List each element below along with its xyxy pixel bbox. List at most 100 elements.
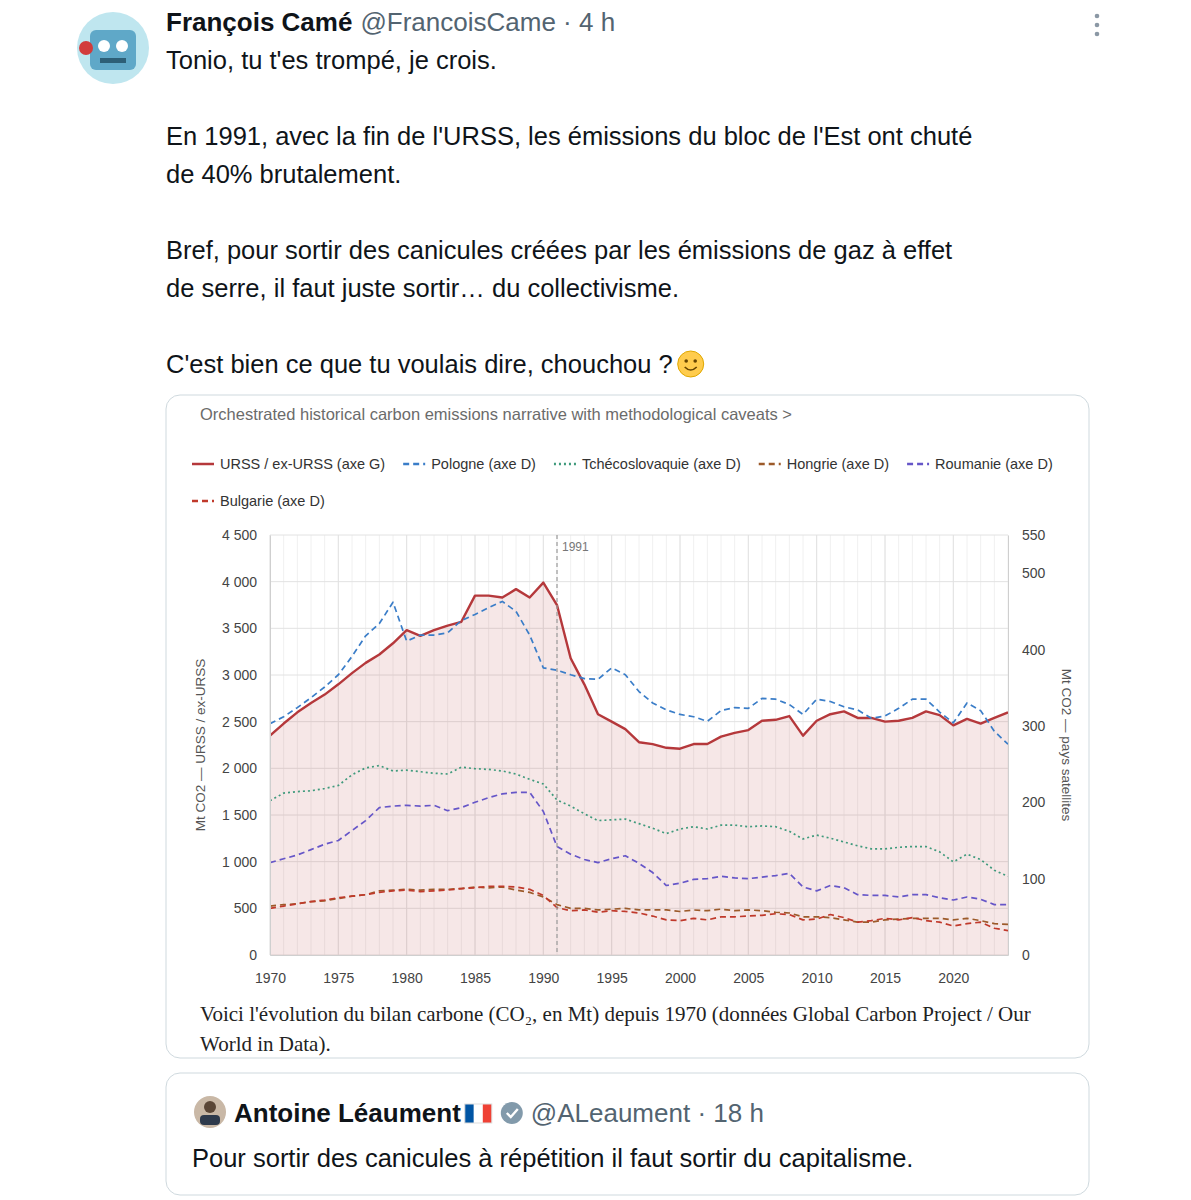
series-line [270,792,1008,904]
post-text: Tonio, tu t'es trompé, je crois. [166,46,497,74]
tick-label: 300 [1022,718,1046,734]
tick: 2000 [665,955,696,986]
flag [465,1104,492,1123]
author-name: François Camé [166,7,352,37]
legend-label: URSS / ex-URSS (axe G) [220,456,385,472]
emoji-mouth [685,367,697,370]
tick-label: 2015 [870,970,901,986]
grid-line [270,581,1008,582]
tick-label: 2 500 [222,714,257,730]
series-line [270,583,1008,749]
tick: 1 500 [222,807,270,823]
legend-swatch [192,463,214,466]
avatar-bg [194,1096,226,1128]
tick-label: 1990 [528,970,559,986]
avatar-eye [116,40,128,52]
tick: 2015 [870,955,901,986]
axis: 0100200300400500550 [1008,527,1046,963]
avatar-bg [77,12,149,84]
tick-label: 550 [1022,527,1046,543]
axis-line [1008,536,1009,956]
more-dot [1095,14,1100,19]
emoji-eye [693,359,697,363]
tick: 0 [1008,947,1030,963]
grid-line [270,535,271,955]
legend-label: Pologne (axe D) [431,456,536,472]
tick-label: 3 500 [222,620,257,636]
tick-label: 200 [1022,794,1046,810]
post-text: C'est bien ce que tu voulais dire, chouc… [166,350,673,378]
grid-line [270,535,1008,536]
axis: 05001 0001 5002 0002 5003 0003 5004 0004… [222,527,271,963]
tick: 1970 [255,955,286,986]
legend-item: Tchécoslovaquie (axe D) [554,456,741,472]
tick-label: 2000 [665,970,696,986]
tick-label: 2010 [802,970,833,986]
tick: 500 [1008,565,1046,581]
avatar-body [200,1115,220,1125]
tick-label: 1970 [255,970,286,986]
axis-line [270,536,271,956]
tick: 4 000 [222,574,270,590]
tick: 2 000 [222,760,270,776]
series-line [270,886,1008,930]
emoji-face [678,351,704,377]
tick-label: 0 [249,947,257,963]
legend-item: URSS / ex-URSS (axe G) [192,456,385,472]
tick-label: 2020 [938,970,969,986]
tick: 1975 [323,955,354,986]
avatar-eye [98,40,110,52]
tick-label: 3 000 [222,667,257,683]
tick: 2005 [733,955,764,986]
series-line [270,601,1008,744]
tick: 1995 [597,955,628,986]
tick-label: 500 [1022,565,1046,581]
page: François Camé @FrancoisCame · 4 h Tonio, t… [0,0,1191,1200]
chart-title: Orchestrated historical carbon emissions… [200,405,792,423]
tick-label: 1985 [460,970,491,986]
tick-label: 400 [1022,642,1046,658]
badge-bg [501,1102,523,1124]
axis-title: Mt CO2 — URSS / ex-URSS [193,659,208,832]
grid-line [270,628,1008,629]
tick: 2020 [938,955,969,986]
tick: 1980 [392,955,423,986]
legend-item: Bulgarie (axe D) [192,493,325,509]
tick: 200 [1008,794,1046,810]
legend-swatch [192,500,214,503]
avatar-mouth [100,58,126,63]
post-text: Bref, pour sortir des canicules créées p… [166,236,952,264]
axis: 1970 1975 1980 1985 1990 1995 2000 2005 2010 2015… [255,955,1009,986]
more-dot [1095,32,1100,37]
legend-label: Roumanie (axe D) [935,456,1053,472]
annotation-line [556,535,557,955]
legend-swatch [907,463,929,466]
tick-label: 2 000 [222,760,257,776]
post-text: de 40% brutalement. [166,160,401,188]
tick: 0 [249,947,270,963]
post-text: En 1991, avec la fin de l'URSS, les émis… [166,122,972,150]
legend-item: Pologne (axe D) [403,456,536,472]
tick: 1990 [528,955,559,986]
tick: 1 000 [222,854,270,870]
avatar-head [204,1101,216,1113]
quote-card [166,1073,1089,1195]
legend: URSS / ex-URSS (axe G) Pologne (axe D) Tch… [192,456,1053,509]
legend-label: Bulgarie (axe D) [220,493,325,509]
flag-border [465,1104,492,1123]
tick: 500 [234,900,270,916]
author-meta: @FrancoisCame · 4 h [360,7,615,37]
post-text: de serre, il faut juste sortir… du colle… [166,274,679,302]
grid-line [557,535,558,955]
avatar-ear [79,41,93,55]
plot-area [270,535,1008,955]
tick-label: 2005 [733,970,764,986]
more-dot [1095,23,1100,28]
avatar [77,12,149,84]
legend-swatch [759,463,781,466]
grid [270,535,1008,955]
flag-stripe [465,1104,474,1123]
quote-meta: @ALeaument · 18 h [531,1098,764,1128]
series-area [270,583,1008,955]
series-line [270,766,1008,877]
